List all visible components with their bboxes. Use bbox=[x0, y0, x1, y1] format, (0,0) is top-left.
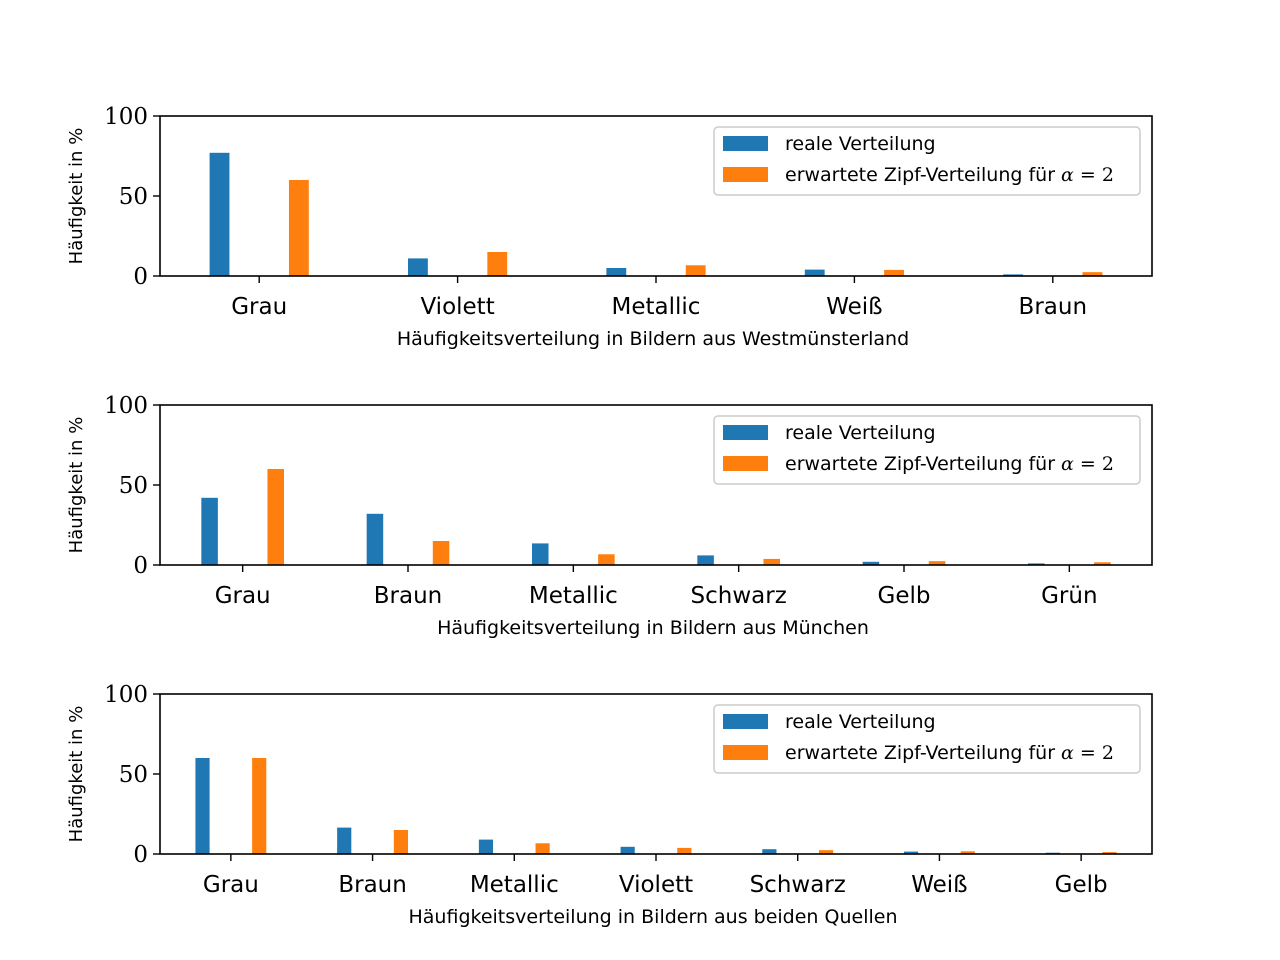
bar-zipf-braun bbox=[393, 830, 408, 854]
x-tick-label: Grau bbox=[203, 872, 259, 898]
bar-real-grau bbox=[209, 152, 230, 276]
bar-zipf-gelb bbox=[1102, 852, 1117, 854]
legend-swatch bbox=[723, 136, 768, 151]
bar-real-metallic bbox=[478, 839, 494, 854]
bar-zipf-weiß bbox=[960, 851, 975, 854]
bar-zipf-schwarz bbox=[763, 558, 780, 565]
bar-zipf-gelb bbox=[928, 561, 946, 565]
x-tick-label: Grün bbox=[1041, 583, 1097, 609]
x-axis-label: Häufigkeitsverteilung in Bildern aus Mün… bbox=[437, 617, 869, 639]
x-tick-label: Braun bbox=[374, 583, 442, 609]
x-tick-label: Schwarz bbox=[750, 872, 846, 898]
x-tick-label: Weiß bbox=[826, 294, 882, 320]
y-tick-label: 0 bbox=[133, 264, 148, 290]
legend-swatch bbox=[723, 167, 768, 182]
legend-label: reale Verteilung bbox=[785, 711, 936, 733]
chart-panel-2: 0 50 100 Grau Braun Metallic Schwarz Gelb Grün Hä… bbox=[66, 393, 1153, 639]
bar-zipf-schwarz bbox=[818, 850, 834, 854]
x-tick-label: Grau bbox=[215, 583, 271, 609]
y-axis-label: Häufigkeit in % bbox=[66, 706, 87, 843]
legend-box bbox=[713, 704, 1141, 774]
x-tick-label: Schwarz bbox=[691, 583, 787, 609]
legend-swatch bbox=[723, 714, 768, 729]
x-tick-label: Metallic bbox=[529, 583, 618, 609]
bar-real-gelb bbox=[862, 561, 880, 565]
x-tick-label: Braun bbox=[1019, 294, 1087, 320]
legend-box bbox=[713, 415, 1141, 485]
legend-label: erwartete Zipf-Verteilung für α = 2 bbox=[785, 164, 1114, 186]
legend-box bbox=[713, 126, 1141, 196]
bar-real-metallic bbox=[532, 543, 549, 565]
bar-zipf-grau bbox=[288, 180, 309, 276]
chart-panel-3: 0 50 100 Grau Braun Metallic Violett Schwarz Wei… bbox=[66, 682, 1153, 928]
legend-label: erwartete Zipf-Verteilung für α = 2 bbox=[785, 453, 1114, 475]
x-tick-label: Braun bbox=[338, 872, 406, 898]
y-tick-label: 0 bbox=[133, 553, 148, 579]
bar-zipf-grau bbox=[267, 469, 284, 565]
x-axis-label: Häufigkeitsverteilung in Bildern aus Wes… bbox=[397, 328, 909, 350]
legend-swatch bbox=[723, 425, 768, 440]
y-axis-label: Häufigkeit in % bbox=[66, 128, 87, 265]
x-tick-label: Metallic bbox=[612, 294, 701, 320]
y-axis-label: Häufigkeit in % bbox=[66, 417, 87, 554]
y-tick-label: 100 bbox=[104, 104, 148, 130]
bar-real-schwarz bbox=[762, 849, 777, 854]
bar-real-weiß bbox=[804, 269, 825, 276]
bar-real-metallic bbox=[606, 268, 627, 276]
legend: reale Verteilung erwartete Zipf-Verteilun… bbox=[713, 704, 1141, 774]
bar-zipf-braun bbox=[432, 541, 450, 565]
chart-panel-1: 0 50 100 Grau Violett Metallic Weiß Braun Häufig… bbox=[66, 104, 1153, 350]
bar-zipf-metallic bbox=[685, 265, 706, 276]
bar-zipf-braun bbox=[1082, 272, 1103, 276]
bar-real-grau bbox=[201, 497, 218, 565]
x-tick-label: Weiß bbox=[911, 872, 967, 898]
x-tick-label: Gelb bbox=[1055, 872, 1108, 898]
bar-real-braun bbox=[366, 513, 384, 565]
bar-zipf-violett bbox=[677, 847, 692, 854]
bar-real-violett bbox=[620, 846, 635, 854]
x-tick-label: Violett bbox=[619, 872, 693, 898]
bar-real-braun bbox=[337, 827, 352, 854]
legend: reale Verteilung erwartete Zipf-Verteilun… bbox=[713, 126, 1141, 196]
x-tick-label: Gelb bbox=[878, 583, 931, 609]
y-tick-label: 50 bbox=[119, 762, 148, 788]
x-tick-label: Metallic bbox=[470, 872, 559, 898]
legend: reale Verteilung erwartete Zipf-Verteilun… bbox=[713, 415, 1141, 485]
bar-real-schwarz bbox=[697, 555, 714, 565]
bar-real-violett bbox=[408, 258, 428, 276]
legend-swatch bbox=[723, 745, 768, 760]
x-tick-label: Violett bbox=[420, 294, 494, 320]
legend-swatch bbox=[723, 456, 768, 471]
y-tick-label: 50 bbox=[119, 473, 148, 499]
bar-zipf-metallic bbox=[598, 554, 615, 565]
y-tick-label: 0 bbox=[133, 842, 148, 868]
bar-zipf-metallic bbox=[535, 843, 550, 854]
bar-zipf-grau bbox=[252, 758, 267, 854]
y-tick-label: 50 bbox=[119, 184, 148, 210]
bar-zipf-violett bbox=[487, 252, 508, 276]
x-axis-label: Häufigkeitsverteilung in Bildern aus bei… bbox=[409, 906, 898, 928]
bar-real-weiß bbox=[904, 851, 919, 854]
legend-label: erwartete Zipf-Verteilung für α = 2 bbox=[785, 742, 1114, 764]
legend-label: reale Verteilung bbox=[785, 133, 936, 155]
bar-zipf-weiß bbox=[884, 269, 904, 276]
x-tick-label: Grau bbox=[231, 294, 287, 320]
y-tick-label: 100 bbox=[104, 393, 148, 419]
bar-zipf-grün bbox=[1094, 562, 1111, 565]
y-tick-label: 100 bbox=[104, 682, 148, 708]
legend-label: reale Verteilung bbox=[785, 422, 936, 444]
bar-real-grau bbox=[195, 758, 210, 854]
